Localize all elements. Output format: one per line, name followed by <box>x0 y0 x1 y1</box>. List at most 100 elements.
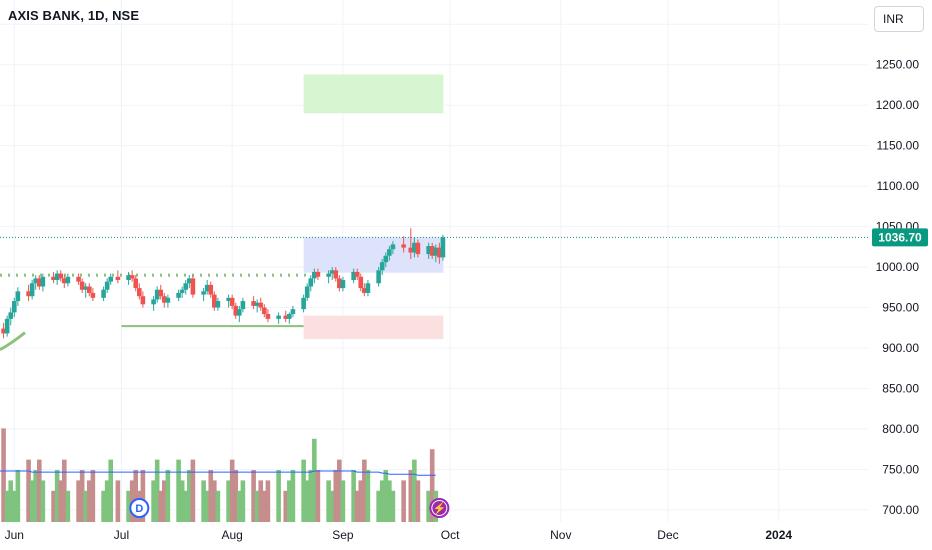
volume-bar <box>151 480 156 522</box>
candle-body <box>379 262 385 271</box>
candle-body <box>133 278 139 289</box>
dividend-marker-label: D <box>135 503 143 515</box>
candle-body <box>33 278 39 284</box>
candle-body <box>8 312 14 319</box>
time-tick-label: Dec <box>657 528 678 542</box>
candle-body <box>376 270 381 284</box>
volume-bar <box>165 470 171 522</box>
candlesticks <box>1 228 446 339</box>
dividend-marker-circle <box>129 498 150 518</box>
candle-body <box>26 291 31 297</box>
volume-bar <box>190 459 196 522</box>
volume-bar <box>412 459 417 522</box>
volume-bar <box>33 470 39 522</box>
volume-bar <box>379 480 385 522</box>
volume-bar <box>365 470 371 522</box>
candle-body <box>140 296 146 305</box>
time-axis[interactable]: Jun Jul Aug Sep Oct Nov Dec 2024 <box>5 528 793 542</box>
candle-body <box>176 292 181 298</box>
volume-bar <box>315 470 321 522</box>
candle-body <box>240 301 246 310</box>
candle-body <box>11 301 17 313</box>
candle-body <box>354 271 360 277</box>
event-markers[interactable]: D ⚡ <box>129 498 450 518</box>
candle-body <box>308 278 314 287</box>
volume-bar <box>290 470 296 522</box>
earnings-marker[interactable]: ⚡ <box>429 498 450 518</box>
candle-body <box>65 276 71 284</box>
entry-zone <box>303 237 444 273</box>
time-tick-label: Jun <box>5 528 24 542</box>
volume-bar <box>201 480 206 522</box>
volume-bar <box>51 490 56 522</box>
last-price-badge <box>872 228 928 247</box>
volume-bar <box>387 480 392 522</box>
volume-bar <box>258 480 264 522</box>
candle-body <box>162 296 167 303</box>
candle-body <box>201 291 206 295</box>
candle-body <box>51 276 56 281</box>
candle-body <box>79 281 85 290</box>
candle-body <box>287 314 292 319</box>
candle-body <box>358 276 364 289</box>
candle-body <box>329 270 335 274</box>
candle-body <box>165 297 171 303</box>
volume-bars <box>1 428 439 522</box>
volume-bar <box>8 480 14 522</box>
position-zones[interactable] <box>303 74 444 340</box>
price-tick-label: 700.00 <box>882 503 919 517</box>
volume-ma <box>0 470 436 476</box>
volume-bar <box>40 480 46 522</box>
volume-bar <box>308 470 314 522</box>
candle-body <box>383 255 389 263</box>
candle-body <box>158 289 164 297</box>
stop-zone <box>303 315 444 340</box>
candle-body <box>190 278 196 295</box>
candle-body <box>76 276 81 282</box>
volume-bar <box>65 490 71 522</box>
candle-body <box>151 299 156 305</box>
price-axis[interactable]: 1300.001250.001200.001150.001100.001050.… <box>872 17 928 517</box>
time-tick-label: Aug <box>222 528 243 542</box>
price-tick-label: 850.00 <box>882 381 919 395</box>
volume-bar <box>204 490 210 522</box>
time-tick-label: Oct <box>441 528 460 542</box>
candle-body <box>315 271 321 277</box>
candle-body <box>426 246 431 255</box>
volume-bar <box>108 459 114 522</box>
volume-bar <box>208 470 214 522</box>
candle-body <box>251 301 256 306</box>
candle-body <box>4 318 10 334</box>
volume-bar <box>376 490 381 522</box>
volume-bar <box>4 490 10 522</box>
volume-bar <box>187 470 192 522</box>
volume-bar <box>226 480 231 522</box>
candle-body <box>36 278 42 287</box>
candle-body <box>258 302 264 308</box>
volume-bar <box>265 480 271 522</box>
candle-body <box>340 280 346 289</box>
volume-bar <box>79 470 85 522</box>
price-tick-label: 1000.00 <box>876 260 920 274</box>
dividend-marker[interactable]: D <box>129 498 150 518</box>
candle-body <box>333 270 339 279</box>
price-tick-label: 750.00 <box>882 462 919 476</box>
volume-bar <box>76 480 81 522</box>
price-levels[interactable] <box>0 273 315 351</box>
candle-body <box>137 288 142 297</box>
volume-bar <box>326 480 331 522</box>
volume-bar <box>101 490 106 522</box>
candle-body <box>401 244 406 248</box>
volume-bar <box>401 480 406 522</box>
candle-body <box>440 237 446 258</box>
volume-bar <box>276 470 281 522</box>
volume-bar <box>351 470 356 522</box>
candle-body <box>40 276 46 287</box>
candle-body <box>126 275 131 281</box>
volume-bar <box>329 490 335 522</box>
candle-body <box>415 242 421 255</box>
time-tick-label: 2024 <box>765 528 792 542</box>
candle-body <box>179 289 185 293</box>
currency-button[interactable]: INR <box>874 6 924 32</box>
